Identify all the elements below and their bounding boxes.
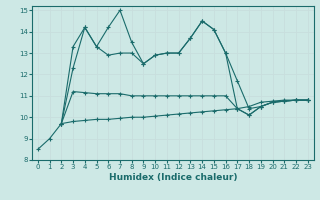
X-axis label: Humidex (Indice chaleur): Humidex (Indice chaleur) [108, 173, 237, 182]
